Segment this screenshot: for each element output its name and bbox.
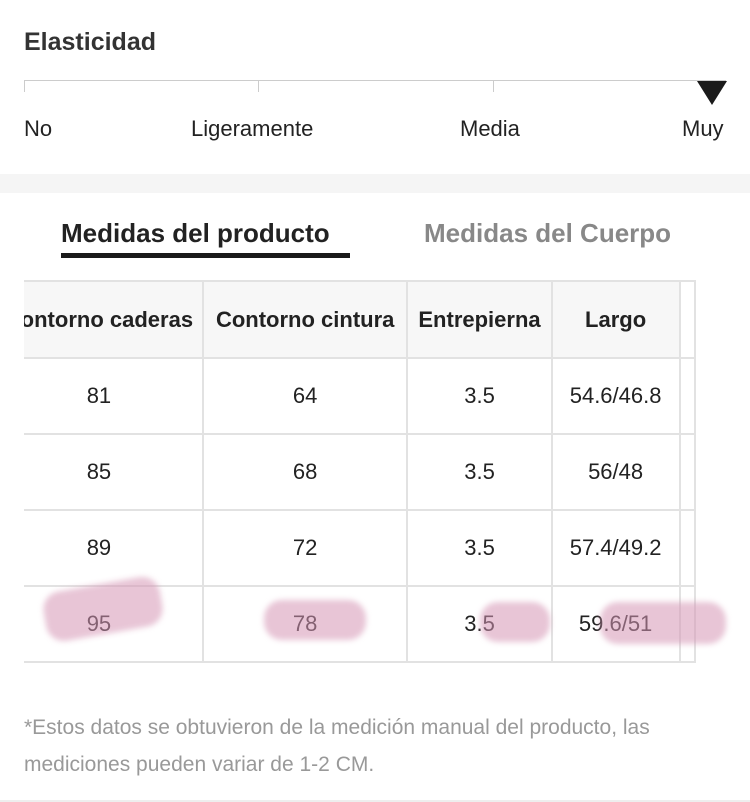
elasticity-scale-line — [24, 80, 726, 81]
elasticity-level-muy: Muy — [682, 116, 724, 141]
table-cell-overflow — [678, 585, 697, 663]
table-cell: 68 — [201, 433, 409, 511]
column-header-overflow — [678, 280, 697, 359]
table-cell: 54.6/46.8 — [550, 357, 681, 435]
tab-body-measurements[interactable]: Medidas del Cuerpo — [424, 218, 672, 248]
table-cell: 59.6/51 — [550, 585, 681, 663]
column-header-waist: Contorno cintura — [201, 280, 409, 359]
table-cell: 3.5 — [406, 433, 553, 511]
table-header-row: Contorno caderas Contorno cintura Entrep… — [24, 280, 697, 359]
column-header-inseam: Entrepierna — [406, 280, 553, 359]
table-row: 89 72 3.5 57.4/49.2 — [24, 509, 697, 587]
table-row-highlighted: 95 78 3.5 59.6/51 — [24, 585, 697, 663]
table-cell: 3.5 — [406, 509, 553, 587]
size-table: Contorno caderas Contorno cintura Entrep… — [24, 280, 697, 663]
bottom-divider — [0, 800, 750, 802]
table-cell: 3.5 — [406, 585, 553, 663]
scale-tick — [258, 80, 259, 92]
scale-tick — [493, 80, 494, 92]
table-cell-overflow — [678, 433, 697, 511]
table-cell: 57.4/49.2 — [550, 509, 681, 587]
table-cell: 78 — [201, 585, 409, 663]
table-row: 85 68 3.5 56/48 — [24, 433, 697, 511]
measurement-note: *Estos datos se obtuvieron de la medició… — [24, 716, 650, 776]
tab-product-measurements[interactable]: Medidas del producto — [61, 218, 330, 248]
table-cell: 81 — [24, 357, 204, 435]
table-cell: 72 — [201, 509, 409, 587]
section-divider — [0, 174, 750, 193]
size-table-container[interactable]: Contorno caderas Contorno cintura Entrep… — [24, 280, 726, 663]
elasticity-indicator-icon — [697, 81, 727, 105]
elasticity-section: Elasticidad No Ligeramente Media Muy — [0, 0, 750, 174]
table-cell-overflow — [678, 509, 697, 587]
table-cell: 85 — [24, 433, 204, 511]
table-cell: 56/48 — [550, 433, 681, 511]
table-cell: 89 — [24, 509, 204, 587]
active-tab-underline — [61, 253, 350, 258]
elasticity-level-ligeramente: Ligeramente — [191, 116, 314, 141]
column-header-length: Largo — [550, 280, 681, 359]
scale-tick — [24, 80, 25, 92]
table-cell-overflow — [678, 357, 697, 435]
elasticity-level-media: Media — [460, 116, 520, 141]
table-cell: 95 — [24, 585, 204, 663]
elasticity-level-no: No — [24, 116, 53, 141]
table-row: 81 64 3.5 54.6/46.8 — [24, 357, 697, 435]
column-header-hips: Contorno caderas — [24, 280, 204, 359]
table-cell: 64 — [201, 357, 409, 435]
table-cell: 3.5 — [406, 357, 553, 435]
elasticity-title: Elasticidad — [24, 28, 156, 56]
